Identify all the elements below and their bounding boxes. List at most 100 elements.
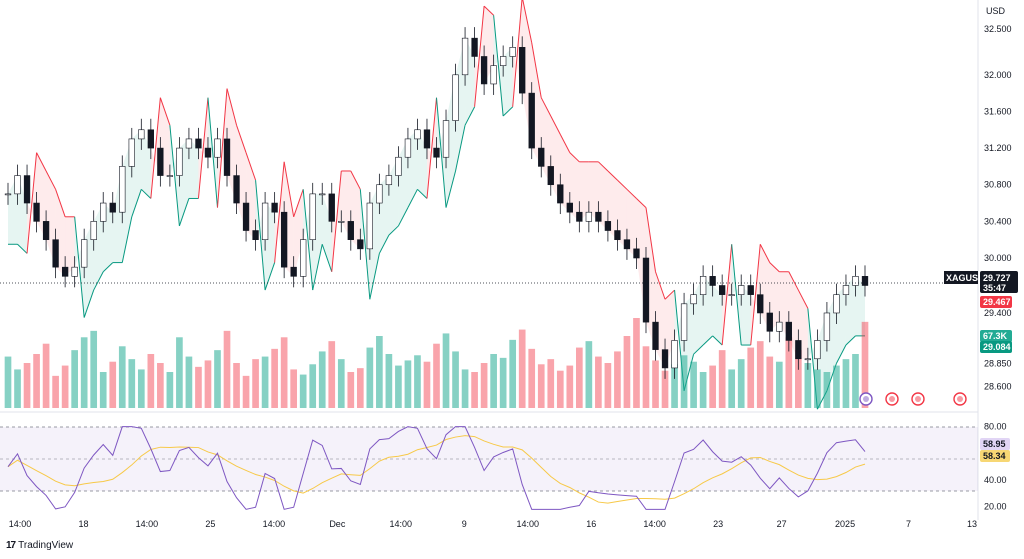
supertrend-segment (797, 289, 809, 309)
volume-bar (633, 318, 640, 408)
price-tick-label: 31.200 (984, 143, 1012, 153)
volume-bar (290, 369, 297, 408)
supertrend-segment (26, 152, 38, 254)
volume-bar (385, 354, 393, 408)
volume-bar (852, 354, 859, 408)
candle-body (271, 202, 278, 213)
candle-body (757, 294, 764, 314)
event-markers[interactable] (859, 392, 967, 406)
supertrend-segment (150, 97, 161, 199)
candle-body (280, 211, 288, 268)
candle-body (347, 221, 354, 240)
supertrend-segment (331, 170, 342, 272)
candles-layer (4, 27, 869, 379)
volume-bar (328, 341, 336, 408)
candle-body (395, 156, 402, 176)
supertrend-fill (65, 216, 75, 277)
supertrend-segment (274, 161, 285, 263)
candle-body (595, 211, 602, 222)
supertrend-segment (388, 225, 399, 236)
candle-body (109, 202, 116, 213)
candle-body (252, 230, 259, 240)
volume-bar (147, 354, 155, 408)
candle-body (357, 239, 364, 250)
supertrend-segment (302, 189, 314, 291)
supertrend-segment (645, 207, 657, 272)
supertrend-fill (579, 161, 589, 222)
supertrend-segment (350, 170, 361, 190)
supertrend-segment (617, 179, 628, 190)
volume-bar (337, 359, 345, 408)
candle-body (290, 266, 297, 277)
volume-bar (376, 336, 383, 408)
volume-bar (223, 330, 231, 408)
volume-bar (775, 361, 783, 408)
volume-bar (756, 341, 764, 408)
volume-bar (42, 343, 50, 408)
supertrend-segment (502, 106, 514, 117)
candle-body (719, 285, 726, 295)
tradingview-brand[interactable]: 17 TradingView (6, 540, 73, 551)
volume-bar (80, 337, 88, 408)
supertrend-segment (464, 106, 476, 126)
candle-body (14, 175, 21, 195)
time-tick-label: 9 (462, 519, 467, 529)
supertrend-segment (522, 0, 533, 43)
candle-body (614, 230, 621, 240)
candle-body (261, 202, 269, 240)
candle-body (566, 202, 573, 213)
supertrend-segment (169, 125, 180, 226)
svg-text:29.467: 29.467 (983, 297, 1011, 307)
volume-bar (709, 365, 716, 408)
supertrend-segment (664, 289, 675, 300)
volume-bar (404, 360, 412, 408)
supertrend-segment (312, 244, 323, 291)
volume-bar (547, 359, 555, 408)
candle-body (699, 276, 707, 295)
volume-bar (861, 321, 869, 408)
volume-layer (4, 318, 869, 408)
candle-body (433, 147, 440, 158)
last-price-tag: XAGUSD 29.727 35:47 (944, 271, 1018, 293)
time-tick-label: 23 (713, 519, 723, 529)
candle-body (128, 138, 135, 167)
supertrend-segment (750, 244, 761, 346)
event-flag-dot (863, 396, 869, 402)
svg-text:29.084: 29.084 (983, 342, 1011, 352)
supertrend-segment (207, 97, 218, 208)
volume-bar (528, 348, 536, 408)
candle-body (300, 239, 307, 277)
candle-body (214, 138, 221, 158)
volume-bar (157, 363, 164, 408)
supertrend-segment (55, 189, 66, 217)
candle-body (366, 202, 374, 250)
candle-body (176, 147, 183, 176)
candle-body (119, 166, 126, 213)
candle-body (861, 276, 869, 286)
candle-body (642, 257, 650, 323)
supertrend-segment (712, 335, 723, 346)
candle-body (52, 239, 59, 268)
event-flag-dot (957, 396, 963, 402)
candle-body (585, 211, 593, 222)
volume-bar (204, 360, 212, 408)
volume-bar (52, 375, 59, 408)
candle-body (738, 285, 745, 295)
candle-body (442, 120, 450, 158)
price-tick-label: 30.800 (984, 180, 1012, 190)
rsi-tick-label: 80.00 (984, 422, 1007, 432)
candle-body (728, 294, 735, 296)
event-flag-dot (915, 396, 921, 402)
time-tick-label: 16 (586, 519, 596, 529)
supertrend-fill (712, 285, 723, 346)
supertrend-segment (559, 134, 571, 153)
supertrend-segment (702, 335, 713, 346)
time-tick-label: 18 (78, 519, 88, 529)
volume-bar (4, 356, 12, 408)
volume-bar (652, 360, 659, 408)
volume-bar (814, 369, 821, 408)
supertrend-segment (835, 344, 847, 364)
supertrend-fill (741, 285, 751, 346)
candle-body (376, 184, 383, 204)
